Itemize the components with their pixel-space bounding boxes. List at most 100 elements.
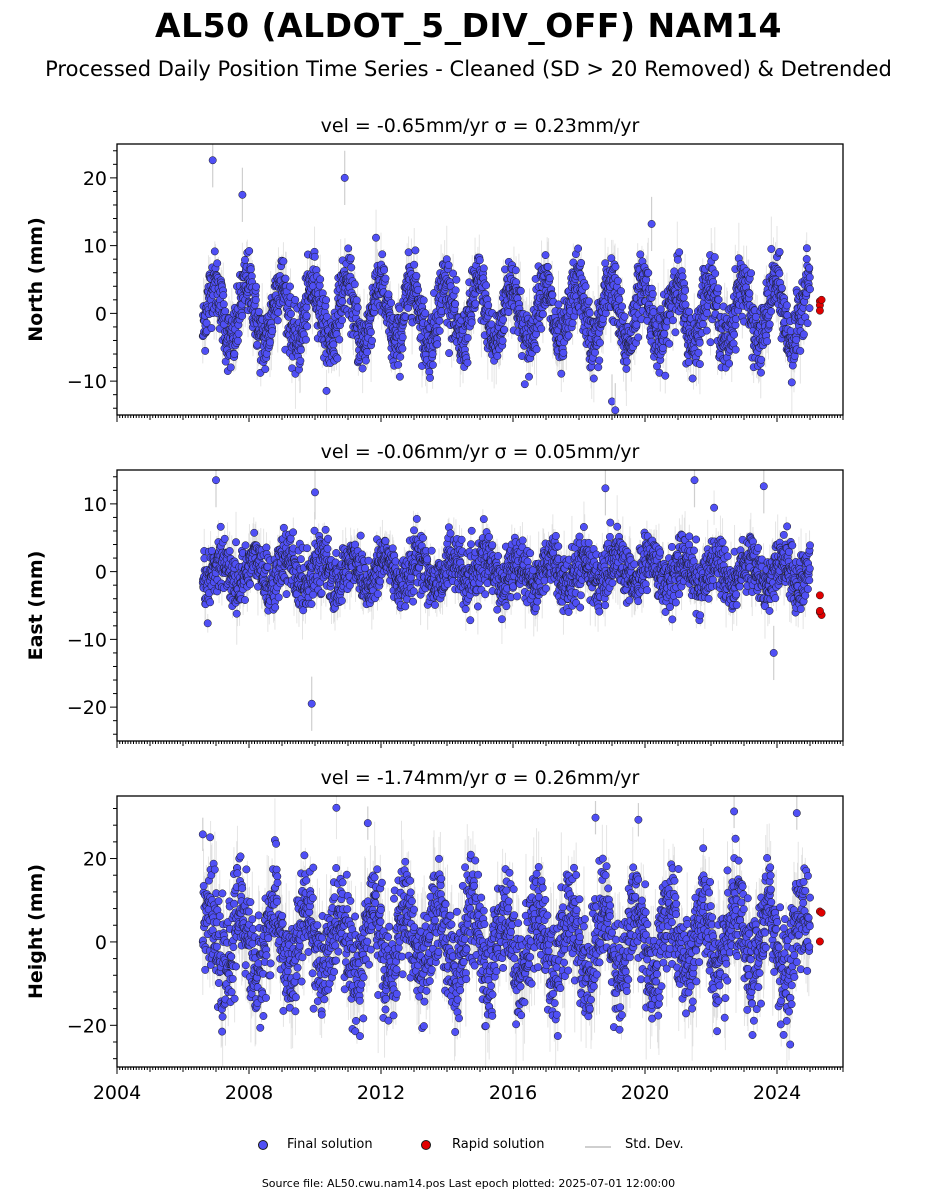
final-solution-point <box>221 307 230 316</box>
final-solution-point <box>246 265 255 274</box>
final-solution-point <box>451 286 460 295</box>
final-solution-point <box>775 247 784 256</box>
final-solution-point <box>581 282 590 291</box>
final-solution-point <box>274 593 283 602</box>
final-solution-point <box>344 244 353 253</box>
final-solution-point <box>261 365 270 374</box>
final-solution-point <box>498 336 507 345</box>
final-solution-point <box>296 356 305 365</box>
final-solution-point <box>322 386 331 395</box>
final-solution-point <box>316 275 325 284</box>
final-solution-point <box>537 324 546 333</box>
final-solution-point <box>404 248 413 257</box>
page-subtitle: Processed Daily Position Time Series - C… <box>45 57 892 81</box>
final-solution-point <box>681 300 690 309</box>
final-solution-point <box>545 274 554 283</box>
panel-plot-area <box>198 144 826 415</box>
final-solution-point <box>463 333 472 342</box>
final-solution-point <box>538 310 547 319</box>
final-solution-point <box>568 319 577 328</box>
final-solution-point <box>675 248 684 257</box>
final-solution-points <box>198 503 814 628</box>
final-solution-point <box>613 276 622 285</box>
final-solution-point <box>410 260 419 269</box>
final-solution-point <box>444 261 453 270</box>
final-solution-point <box>767 245 776 253</box>
panel-0: −10 0 10 20 vel = -0.65mm/yr σ = 0.23mm/yr No… <box>25 115 844 422</box>
final-solution-point <box>322 296 331 305</box>
final-solution-point <box>414 285 422 294</box>
final-solution-point <box>380 266 389 275</box>
final-solution-point <box>449 269 458 278</box>
final-solution-point <box>671 328 680 337</box>
final-solution-point <box>725 359 734 368</box>
final-solution-point <box>232 609 241 618</box>
final-solution-point <box>421 309 430 318</box>
final-solution-point <box>679 293 688 302</box>
final-solution-point <box>302 303 311 312</box>
final-solution-point <box>763 337 772 346</box>
final-solution-point <box>213 259 222 268</box>
final-solution-point <box>338 316 347 325</box>
final-solution-point <box>559 348 568 357</box>
y-tick-label: 10 <box>83 236 107 258</box>
final-solution-point <box>274 308 283 317</box>
final-solution-point <box>463 358 472 367</box>
final-solution-point <box>511 266 520 275</box>
final-solution-point <box>206 598 215 607</box>
final-solution-point <box>207 546 216 555</box>
panel-plot-area <box>198 470 826 731</box>
final-solution-point <box>805 304 814 313</box>
final-solution-point <box>347 263 356 272</box>
final-solution-point <box>585 309 594 317</box>
final-solution-point <box>611 406 620 415</box>
final-solution-point <box>358 364 367 373</box>
final-solution-point <box>220 534 229 543</box>
final-solution-point <box>710 253 719 262</box>
final-solution-point <box>681 286 690 295</box>
final-solution-point <box>266 338 274 347</box>
final-solution-point <box>757 355 766 364</box>
final-solution-point <box>618 302 627 311</box>
final-solution-point <box>435 316 444 325</box>
final-solution-point <box>805 264 814 272</box>
final-solution-point <box>688 374 697 383</box>
final-solution-point <box>695 338 704 347</box>
final-solution-point <box>799 330 808 339</box>
final-solution-point <box>268 327 277 336</box>
final-solution-points <box>198 233 814 395</box>
final-solution-point <box>499 315 508 324</box>
final-solution-point <box>395 372 404 381</box>
final-solution-point <box>775 269 784 278</box>
final-solution-point <box>202 319 211 327</box>
y-tick-label: 0 <box>95 303 107 325</box>
final-solution-point <box>684 358 693 367</box>
final-solution-point <box>252 282 261 291</box>
final-solution-point <box>622 364 631 373</box>
final-solution-point <box>714 295 723 304</box>
final-solution-point <box>323 312 331 321</box>
final-solution-point <box>660 329 669 338</box>
final-solution-point <box>765 320 774 329</box>
final-solution-point <box>475 256 484 265</box>
final-solution-point <box>394 360 403 369</box>
final-solution-point <box>361 356 370 365</box>
final-solution-point <box>230 350 239 358</box>
final-solution-point <box>504 308 513 317</box>
final-solution-point <box>245 247 254 255</box>
final-solution-point <box>644 268 653 277</box>
final-solution-point <box>702 326 711 335</box>
final-solution-point <box>207 324 216 333</box>
final-solution-point <box>516 287 525 295</box>
final-solution-point <box>596 338 604 347</box>
final-solution-point <box>802 244 811 253</box>
final-solution-point <box>796 346 805 355</box>
final-solution-point <box>395 304 404 313</box>
final-solution-point <box>777 284 786 293</box>
final-solution-point <box>398 333 407 342</box>
y-tick-label: 20 <box>83 168 107 190</box>
panel-title: vel = -0.65mm/yr σ = 0.23mm/yr <box>321 115 640 137</box>
final-solution-point <box>287 309 295 318</box>
final-solution-point <box>525 372 533 381</box>
final-solution-point <box>281 274 290 283</box>
